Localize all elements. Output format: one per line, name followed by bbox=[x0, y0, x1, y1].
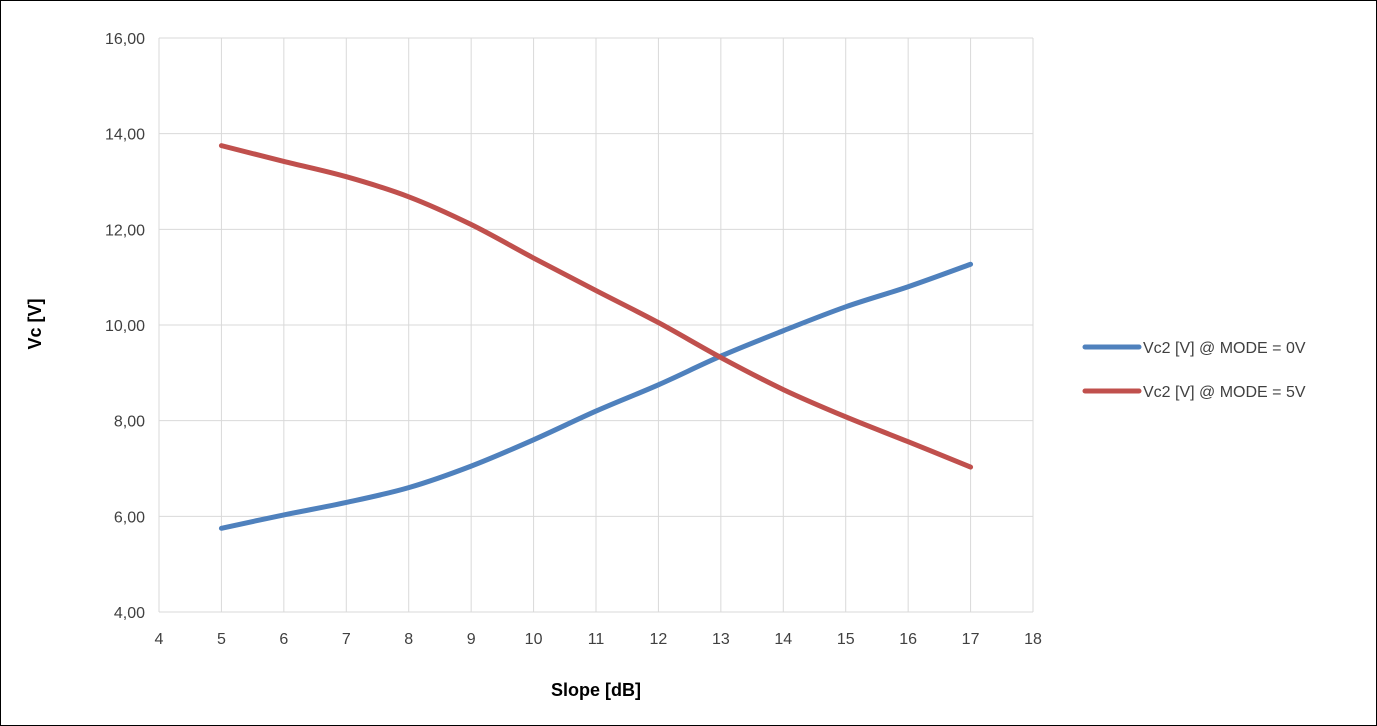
x-tick-label: 7 bbox=[342, 631, 351, 648]
y-tick-label: 12,00 bbox=[105, 222, 145, 239]
x-tick-label: 14 bbox=[774, 631, 792, 648]
x-tick-label: 11 bbox=[588, 631, 605, 648]
legend-label-1: Vc2 [V] @ MODE = 0V bbox=[1143, 340, 1306, 357]
x-tick-label: 10 bbox=[525, 631, 543, 648]
x-tick-label: 12 bbox=[650, 631, 668, 648]
x-tick-label: 9 bbox=[467, 631, 476, 648]
y-tick-label: 6,00 bbox=[114, 509, 145, 526]
y-tick-label: 10,00 bbox=[105, 318, 145, 335]
x-tick-label: 5 bbox=[217, 631, 226, 648]
x-tick-label: 18 bbox=[1024, 631, 1042, 648]
legend: Vc2 [V] @ MODE = 0V Vc2 [V] @ MODE = 5V bbox=[1082, 340, 1306, 401]
y-tick-label: 4,00 bbox=[114, 605, 145, 622]
series-layer bbox=[218, 143, 974, 531]
series-line-2 bbox=[218, 143, 974, 470]
y-tick-label: 8,00 bbox=[114, 414, 145, 431]
y-tick-label: 16,00 bbox=[105, 31, 145, 48]
x-tick-label: 4 bbox=[155, 631, 164, 648]
x-tick-label: 8 bbox=[404, 631, 413, 648]
legend-label-2: Vc2 [V] @ MODE = 5V bbox=[1143, 384, 1306, 401]
x-axis-title: Slope [dB] bbox=[551, 680, 641, 700]
x-tick-label: 6 bbox=[279, 631, 288, 648]
tick-labels: 4 5 6 7 8 9 10 11 12 13 14 15 16 17 18 4,00 6,00 8,00 10,0… bbox=[105, 31, 1042, 648]
grid-layer bbox=[158, 37, 1034, 613]
y-tick-label: 14,00 bbox=[105, 127, 145, 144]
x-tick-label: 17 bbox=[962, 631, 980, 648]
x-tick-label: 16 bbox=[899, 631, 917, 648]
x-tick-label: 15 bbox=[837, 631, 855, 648]
series-line-1 bbox=[218, 261, 974, 531]
x-tick-label: 13 bbox=[712, 631, 730, 648]
y-axis-title: Vc [V] bbox=[25, 298, 45, 349]
